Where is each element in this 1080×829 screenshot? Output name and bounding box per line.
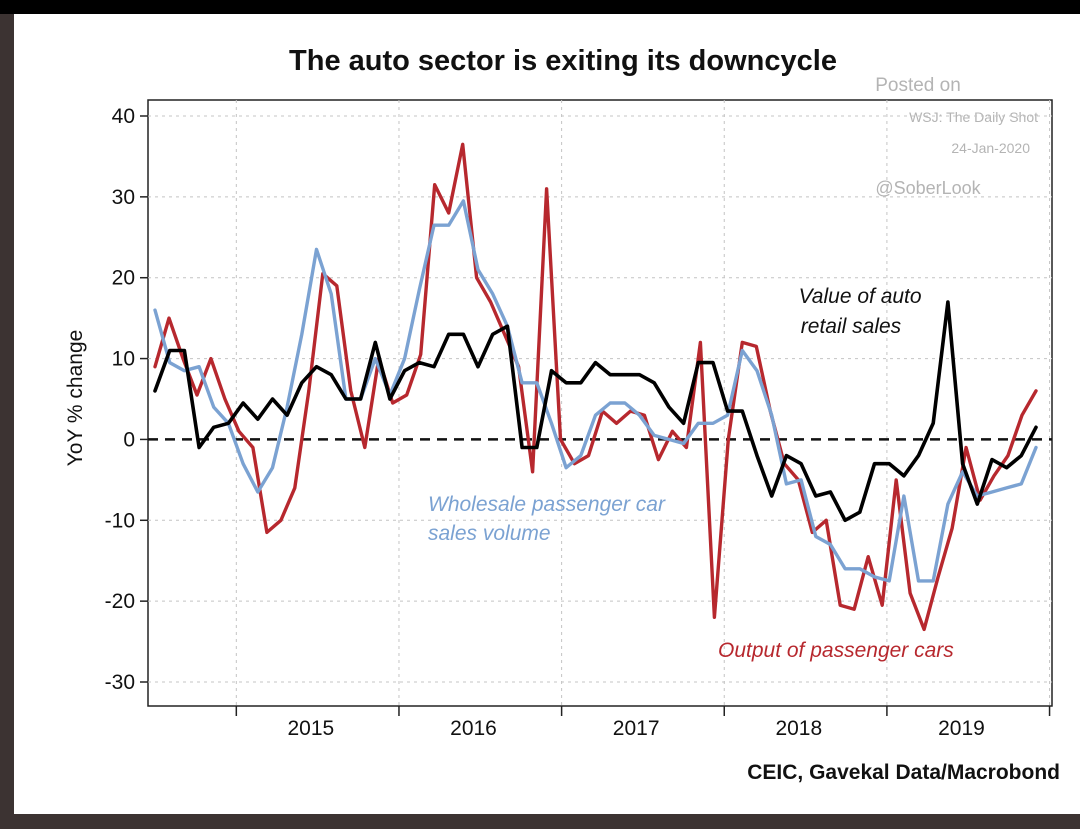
series-line-output [153, 142, 1038, 632]
watermark: Posted on WSJ: The Daily Shot 24-Jan-202… [875, 75, 1038, 198]
label-retail-sales: Value of auto retail sales [799, 285, 928, 338]
label-output: Output of passenger cars [718, 639, 954, 662]
source-note: CEIC, Gavekal Data/Macrobond [747, 761, 1060, 784]
y-tick-label: -20 [105, 590, 135, 613]
y-tick-label: 30 [112, 186, 135, 209]
x-tick-label: 2019 [938, 717, 985, 740]
watermark-handle: @SoberLook [875, 178, 981, 198]
y-tick-label: 10 [112, 348, 135, 371]
watermark-outlet: WSJ: The Daily Shot [909, 109, 1038, 125]
x-tick-label: 2018 [775, 717, 822, 740]
x-tick-label: 2015 [288, 717, 335, 740]
x-tick-label: 2017 [613, 717, 660, 740]
y-axis-label: YoY % change [64, 330, 87, 467]
watermark-posted: Posted on [875, 75, 961, 96]
y-tick-label: -10 [105, 509, 135, 532]
label-retail-sales-line1: Value of auto [799, 285, 922, 308]
label-retail-sales-line2: retail sales [801, 315, 902, 338]
series-lines [153, 142, 1038, 632]
chart-title: The auto sector is exiting its downcycle [289, 45, 837, 77]
y-tick-label: -30 [105, 671, 135, 694]
series-line-retail-sales [153, 300, 1038, 523]
y-tick-label: 0 [123, 428, 135, 451]
plot-frame [147, 99, 1053, 707]
label-wholesale-line2: sales volume [428, 522, 551, 545]
y-tick-label: 20 [112, 267, 135, 290]
y-tick-label: 40 [112, 105, 135, 128]
watermark-date: 24-Jan-2020 [951, 140, 1030, 156]
label-wholesale: Wholesale passenger car sales volume [428, 493, 671, 545]
label-wholesale-line1: Wholesale passenger car [428, 493, 666, 516]
top-frame-strip [0, 0, 1080, 14]
x-axis: 2015 2016 2017 2018 2019 [235, 706, 1051, 740]
x-tick-label: 2016 [450, 717, 497, 740]
bottom-frame-strip [0, 814, 1080, 829]
series-line-wholesale [153, 199, 1038, 583]
y-axis: -30 -20 -10 0 10 20 30 40 [105, 105, 148, 694]
